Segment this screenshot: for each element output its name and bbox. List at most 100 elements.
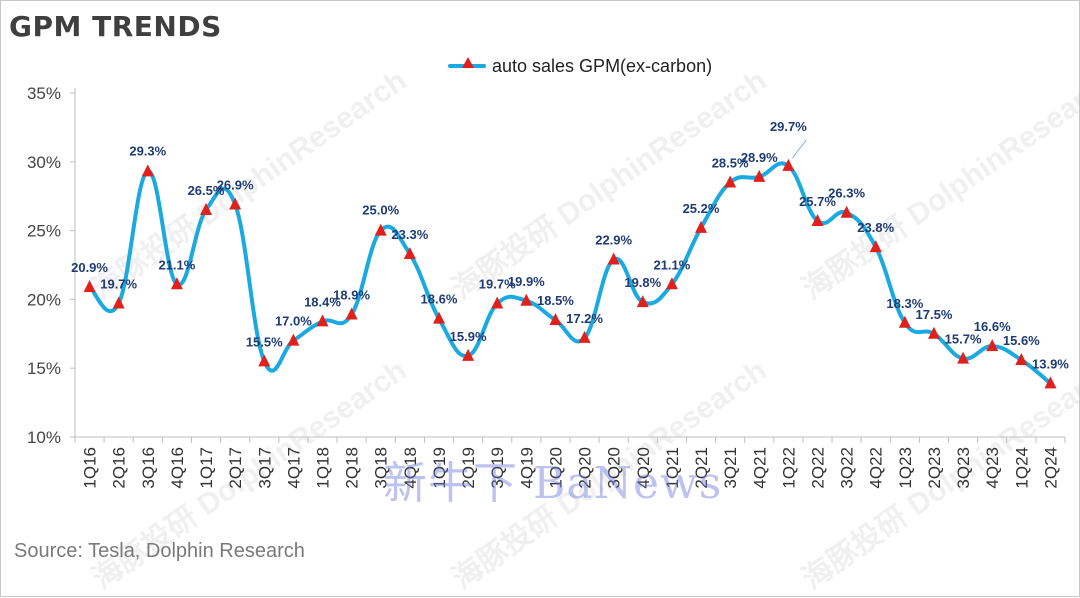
data-point-marker <box>1015 352 1028 365</box>
data-label: 18.4% <box>304 294 341 309</box>
x-tick-label: 4Q20 <box>634 447 653 489</box>
x-tick-label: 2Q17 <box>226 447 245 489</box>
x-tick-label: 1Q16 <box>81 447 100 489</box>
data-point-marker <box>170 277 183 290</box>
data-label: 26.5% <box>188 183 225 198</box>
data-label: 23.3% <box>391 227 428 242</box>
label-leader-line <box>791 139 807 159</box>
x-tick-label: 3Q20 <box>605 447 624 489</box>
data-label: 15.9% <box>450 329 487 344</box>
x-tick-label: 4Q16 <box>168 447 187 489</box>
data-point-marker <box>695 220 708 233</box>
y-tick-label: 15% <box>27 359 61 378</box>
y-tick-label: 25% <box>27 222 61 241</box>
y-tick-label: 30% <box>27 153 61 172</box>
x-tick-label: 4Q21 <box>750 447 769 489</box>
x-tick-label: 4Q23 <box>983 447 1002 489</box>
x-tick-label: 4Q18 <box>401 447 420 489</box>
data-label: 18.5% <box>537 293 574 308</box>
data-point-marker <box>229 197 242 210</box>
x-tick-label: 1Q19 <box>430 447 449 489</box>
data-point-marker <box>462 348 475 361</box>
x-tick-label: 3Q22 <box>838 447 857 489</box>
data-point-marker <box>724 175 737 188</box>
x-tick-label: 3Q17 <box>255 447 274 489</box>
data-label: 25.2% <box>683 201 720 216</box>
y-tick-label: 10% <box>27 428 61 447</box>
data-label: 26.9% <box>217 177 254 192</box>
data-label: 16.6% <box>974 319 1011 334</box>
data-label: 25.7% <box>799 194 836 209</box>
data-point-marker <box>957 351 970 364</box>
x-tick-label: 3Q16 <box>139 447 158 489</box>
x-tick-label: 1Q17 <box>197 447 216 489</box>
data-label: 20.9% <box>71 260 108 275</box>
x-tick-label: 1Q18 <box>314 447 333 489</box>
data-label: 17.0% <box>275 314 312 329</box>
data-label: 17.5% <box>916 307 953 322</box>
data-label: 18.6% <box>421 292 458 307</box>
x-tick-label: 2Q22 <box>809 447 828 489</box>
data-label: 19.8% <box>624 275 661 290</box>
data-point-marker <box>520 293 533 306</box>
data-label: 21.1% <box>158 257 195 272</box>
data-label: 28.9% <box>741 150 778 165</box>
x-tick-label: 2Q20 <box>576 447 595 489</box>
y-tick-label: 20% <box>27 290 61 309</box>
data-label: 25.0% <box>362 203 399 218</box>
data-label: 15.6% <box>1003 333 1040 348</box>
data-point-marker <box>636 295 649 308</box>
x-tick-label: 1Q22 <box>779 447 798 489</box>
data-label: 19.7% <box>479 277 516 292</box>
x-tick-label: 2Q16 <box>110 447 129 489</box>
data-point-marker <box>345 307 358 320</box>
x-tick-label: 3Q18 <box>372 447 391 489</box>
data-point-marker <box>898 315 911 328</box>
overlay-watermark: 新牛下 BaNews <box>383 458 723 509</box>
data-label: 13.9% <box>1032 356 1069 371</box>
x-tick-label: 3Q23 <box>954 447 973 489</box>
series-line <box>87 161 1053 386</box>
data-point-marker <box>986 339 999 352</box>
data-label: 19.7% <box>100 277 137 292</box>
data-label: 21.1% <box>653 257 690 272</box>
data-point-marker <box>753 169 766 182</box>
x-tick-label: 4Q17 <box>284 447 303 489</box>
data-label: 17.2% <box>566 311 603 326</box>
x-tick-label: 2Q19 <box>459 447 478 489</box>
x-tick-label: 3Q21 <box>721 447 740 489</box>
data-label: 15.5% <box>246 334 283 349</box>
x-tick-label: 4Q19 <box>517 447 536 489</box>
x-tick-label: 1Q23 <box>896 447 915 489</box>
data-point-marker <box>112 296 125 309</box>
x-tick-label: 4Q22 <box>867 447 886 489</box>
data-label: 15.7% <box>945 332 982 347</box>
data-label: 23.8% <box>857 220 894 235</box>
data-label: 18.3% <box>886 296 923 311</box>
data-label: 18.9% <box>333 288 370 303</box>
x-tick-label: 2Q23 <box>925 447 944 489</box>
data-label: 26.3% <box>828 186 865 201</box>
data-point-marker <box>403 246 416 259</box>
data-point-marker <box>782 158 795 171</box>
data-point-marker <box>665 277 678 290</box>
x-tick-label: 1Q21 <box>663 447 682 489</box>
chart-title: GPM TRENDS <box>9 10 222 43</box>
x-tick-label: 2Q24 <box>1041 447 1060 489</box>
data-point-marker <box>549 313 562 326</box>
data-point-marker <box>607 252 620 265</box>
data-point-marker <box>1044 376 1057 389</box>
data-point-marker <box>578 330 591 343</box>
data-label: 22.9% <box>595 232 632 247</box>
data-point-marker <box>258 354 271 367</box>
data-point-marker <box>200 202 213 215</box>
y-tick-label: 35% <box>27 84 61 103</box>
legend: auto sales GPM(ex-carbon) <box>448 54 712 78</box>
x-tick-label: 2Q21 <box>692 447 711 489</box>
data-point-marker <box>141 164 154 177</box>
data-point-marker <box>840 205 853 218</box>
data-label: 28.5% <box>712 155 749 170</box>
x-tick-label: 3Q19 <box>488 447 507 489</box>
data-point-marker <box>927 326 940 339</box>
